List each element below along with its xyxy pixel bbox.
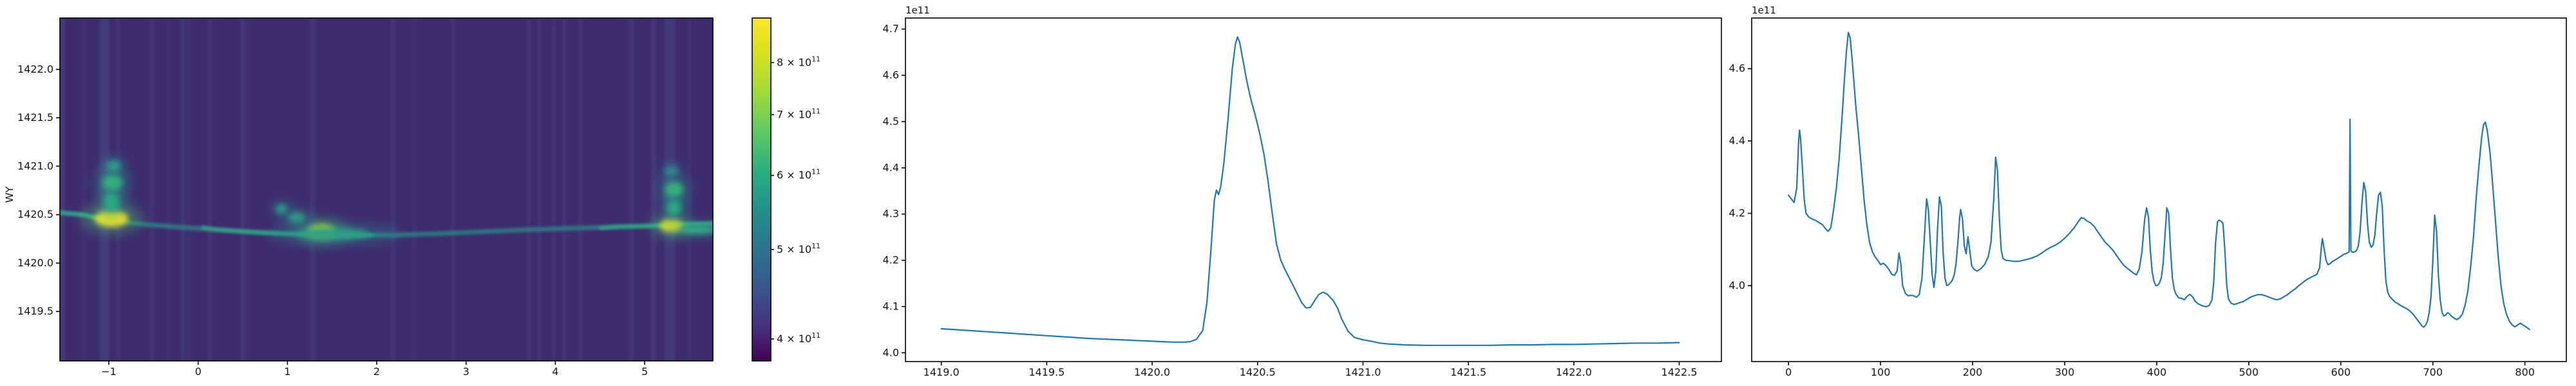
heatmap-blob bbox=[665, 181, 683, 198]
spectrum-plot-y-tick-label: 4.4 bbox=[883, 161, 899, 174]
spectrum-plot-x-tick-label: 1420.5 bbox=[1240, 366, 1276, 378]
heatmap-stripe bbox=[60, 18, 66, 361]
spectrum-plot-x-tick-label: 1422.0 bbox=[1556, 366, 1592, 378]
timeseries-plot-y-tick-label: 4.2 bbox=[1729, 207, 1745, 219]
heatmap-blob bbox=[288, 212, 305, 223]
timeseries-plot-x-tick-label: 0 bbox=[1785, 366, 1792, 378]
spectrum-plot-x-tick-label: 1421.5 bbox=[1450, 366, 1486, 378]
colorbar-tick-exp: 11 bbox=[811, 242, 820, 250]
heatmap-stripe bbox=[309, 18, 316, 361]
timeseries-plot-x-tick-label: 100 bbox=[1871, 366, 1891, 378]
heatmap-blob bbox=[106, 160, 120, 172]
heatmap-stripe bbox=[578, 18, 582, 361]
heatmap-stripe bbox=[187, 18, 191, 361]
colorbar-tick-exp: 11 bbox=[811, 107, 820, 115]
heatmap-y-tick-label: 1420.5 bbox=[17, 208, 53, 221]
heatmap-stripe bbox=[207, 18, 212, 361]
heatmap-stripe bbox=[526, 18, 531, 361]
heatmap-frame bbox=[59, 17, 714, 362]
heatmap-stripe bbox=[149, 18, 155, 361]
colorbar-tick-exp: 11 bbox=[811, 331, 820, 340]
spectrum-plot-x-tick-label: 1420.0 bbox=[1134, 366, 1170, 378]
timeseries-plot-x-tick-label: 600 bbox=[2331, 366, 2351, 378]
heatmap-background bbox=[60, 18, 713, 361]
timeseries-plot-x-tick-label: 500 bbox=[2239, 366, 2259, 378]
heatmap-blob bbox=[679, 225, 713, 234]
timeseries-plot-y-tick-label: 4.4 bbox=[1729, 134, 1745, 147]
heatmap-stripe bbox=[629, 18, 634, 361]
spectrum-plot-y-tick-label: 4.5 bbox=[883, 115, 899, 127]
colorbar-tick-exp: 11 bbox=[811, 168, 820, 176]
heatmap-stripe bbox=[81, 18, 86, 361]
spectrum-plot-x-tick-label: 1419.5 bbox=[1028, 366, 1065, 378]
colorbar-tick-exp: 11 bbox=[811, 55, 820, 63]
colorbar-tick-label: 6 × 1011 bbox=[777, 168, 820, 181]
timeseries-plot-y-tick-label: 4.6 bbox=[1729, 62, 1745, 75]
heatmap-stripe bbox=[390, 18, 395, 361]
spectrum-plot-y-tick-label: 4.1 bbox=[883, 300, 899, 312]
spectrum-plot-frame bbox=[905, 17, 1722, 362]
colorbar-tick-label: 8 × 1011 bbox=[777, 55, 820, 68]
heatmap-stripe bbox=[562, 18, 566, 361]
heatmap-blob bbox=[665, 166, 678, 176]
colorbar-frame bbox=[752, 17, 772, 362]
timeseries-plot-offset-label: 1e11 bbox=[1752, 5, 1776, 16]
timeseries-plot-y-tick-label: 4.0 bbox=[1729, 279, 1745, 291]
heatmap-x-tick-label: 0 bbox=[195, 365, 202, 378]
spectrum-plot-y-tick-label: 4.0 bbox=[883, 346, 899, 358]
heatmap-x-tick-label: 1 bbox=[284, 365, 290, 378]
spectrum-plot-x-tick-label: 1422.5 bbox=[1662, 366, 1698, 378]
heatmap-x-tick-label: 5 bbox=[641, 365, 648, 378]
heatmap-y-tick-label: 1421.5 bbox=[17, 111, 53, 124]
heatmap-stripe bbox=[538, 18, 541, 361]
heatmap-image bbox=[60, 18, 713, 361]
colorbar-gradient bbox=[752, 18, 771, 361]
heatmap-blob bbox=[275, 204, 287, 214]
timeseries-plot-x-tick-label: 400 bbox=[2147, 366, 2167, 378]
spectrum-plot-y-tick-label: 4.7 bbox=[883, 23, 899, 35]
colorbar-tick-label: 5 × 1011 bbox=[777, 242, 820, 255]
spectrum-plot-x-tick-label: 1419.0 bbox=[923, 366, 960, 378]
spectrum-plot-line-series bbox=[940, 36, 1680, 346]
colorbar-tick-label: 7 × 1011 bbox=[777, 107, 820, 120]
timeseries-plot-x-tick-label: 300 bbox=[2055, 366, 2075, 378]
heatmap-y-tick-label: 1419.5 bbox=[17, 305, 53, 317]
colorbar-tick-label: 4 × 1011 bbox=[777, 331, 820, 345]
heatmap-y-tick-label: 1420.0 bbox=[17, 257, 53, 269]
heatmap-x-tick-label: −1 bbox=[101, 365, 117, 378]
spectrum-plot-y-tick-label: 4.3 bbox=[883, 208, 899, 220]
timeseries-plot-line-series bbox=[1788, 32, 2530, 331]
timeseries-plot-x-tick-label: 700 bbox=[2423, 366, 2443, 378]
heatmap-stripe bbox=[180, 18, 185, 361]
heatmap-blob bbox=[667, 200, 681, 216]
heatmap-y-tick-label: 1422.0 bbox=[17, 63, 53, 75]
heatmap-stripe bbox=[450, 18, 455, 361]
heatmap-stripe bbox=[412, 18, 417, 361]
timeseries-plot-frame bbox=[1751, 17, 2567, 362]
heatmap-y-tick-label: 1421.0 bbox=[17, 160, 53, 172]
heatmap-blob bbox=[298, 228, 370, 240]
heatmap-stripe bbox=[552, 18, 555, 361]
heatmap-blob bbox=[104, 192, 120, 212]
timeseries-plot-x-tick-label: 200 bbox=[1963, 366, 1983, 378]
heatmap-x-tick-label: 4 bbox=[552, 365, 558, 378]
spectrum-plot-y-tick-label: 4.2 bbox=[883, 254, 899, 266]
heatmap-stripe bbox=[167, 18, 171, 361]
timeseries-plot-x-tick-label: 800 bbox=[2515, 366, 2535, 378]
spectrum-plot-x-tick-label: 1421.0 bbox=[1345, 366, 1381, 378]
heatmap-x-tick-label: 2 bbox=[374, 365, 380, 378]
heatmap-stripe bbox=[650, 18, 657, 361]
heatmap-ylabel: WY bbox=[3, 186, 15, 203]
heatmap-stripe bbox=[247, 18, 250, 361]
spectrum-plot-offset-label: 1e11 bbox=[905, 5, 930, 16]
heatmap-x-tick-label: 3 bbox=[463, 365, 469, 378]
heatmap-stripe bbox=[240, 18, 245, 361]
spectrum-plot-y-tick-label: 4.6 bbox=[883, 69, 899, 81]
